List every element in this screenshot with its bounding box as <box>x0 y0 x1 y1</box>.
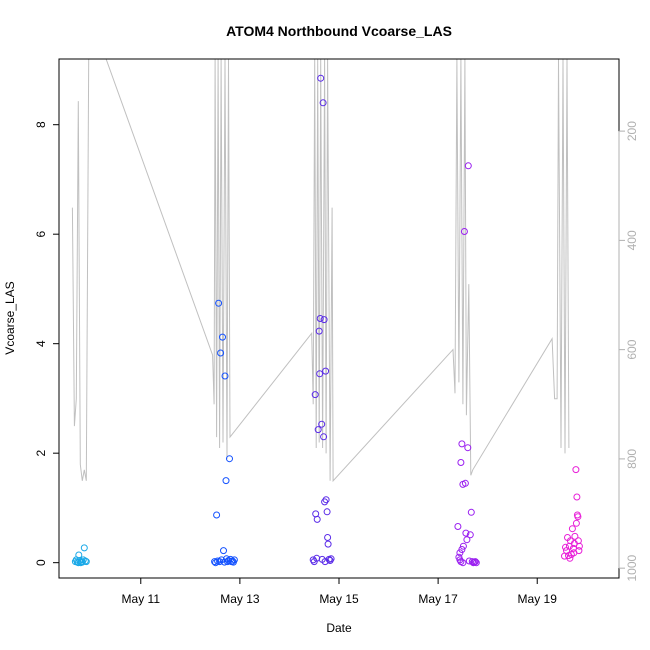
data-point <box>230 556 238 564</box>
data-point <box>323 508 331 516</box>
y2-tick-label: 200 <box>625 121 639 141</box>
x-tick-label: May 15 <box>319 592 359 606</box>
plot-area <box>71 59 583 567</box>
data-point <box>324 540 332 548</box>
data-point <box>464 444 472 452</box>
data-point <box>316 315 324 322</box>
y2-tick-label: 800 <box>625 449 639 469</box>
data-point <box>472 559 480 567</box>
data-point <box>311 391 319 399</box>
data-point <box>458 546 466 553</box>
data-point <box>460 228 468 235</box>
data-point <box>322 367 330 375</box>
data-point <box>322 496 330 504</box>
data-point <box>457 459 465 466</box>
x-tick-label: May 13 <box>220 592 260 606</box>
y-tick-label: 6 <box>34 231 48 238</box>
data-point <box>317 74 325 82</box>
data-point <box>573 493 581 501</box>
y-tick-label: 0 <box>34 559 48 566</box>
data-point <box>309 556 317 564</box>
data-point <box>466 531 474 539</box>
data-point <box>458 440 466 448</box>
data-point <box>211 558 219 566</box>
data-point <box>314 426 322 434</box>
data-point <box>318 420 326 428</box>
data-point <box>320 433 328 441</box>
data-point <box>221 372 229 380</box>
data-point <box>82 558 90 566</box>
data-point <box>319 99 327 107</box>
data-point <box>321 558 329 566</box>
data-point <box>215 299 223 307</box>
data-point <box>572 466 580 474</box>
y-tick-label: 8 <box>34 121 48 128</box>
data-point <box>213 511 221 519</box>
x-tick-label: May 19 <box>518 592 558 606</box>
data-point <box>575 542 583 550</box>
data-point <box>320 316 328 324</box>
data-point <box>568 525 576 533</box>
data-point <box>212 559 220 567</box>
data-point <box>459 559 467 567</box>
y-tick-label: 4 <box>34 340 48 347</box>
data-point <box>327 555 335 563</box>
y-axis-label: Vcoarse_LAS <box>3 281 17 354</box>
y2-tick-label: 400 <box>625 230 639 250</box>
plot-frame <box>58 58 620 579</box>
data-point <box>463 536 471 544</box>
data-point <box>315 327 323 335</box>
data-point <box>75 551 83 559</box>
data-point <box>461 479 469 487</box>
data-point <box>216 558 224 566</box>
data-point <box>471 558 479 566</box>
y2-tick-label: 1000 <box>625 554 639 581</box>
data-point <box>562 543 569 551</box>
y-tick-label: 2 <box>34 450 48 457</box>
data-point <box>316 370 324 378</box>
data-point <box>570 549 578 557</box>
data-point <box>574 513 582 521</box>
data-point <box>219 333 226 341</box>
y2-tick-label: 600 <box>625 339 639 359</box>
data-point <box>459 542 467 550</box>
data-point <box>566 554 574 562</box>
data-point <box>571 532 579 540</box>
data-point <box>464 162 472 170</box>
x-axis-label: Date <box>326 621 352 635</box>
data-point <box>454 523 462 530</box>
data-point <box>80 544 88 552</box>
data-point <box>222 477 230 485</box>
trace-line <box>71 59 570 483</box>
data-point <box>220 547 227 555</box>
data-point <box>313 515 321 523</box>
data-point <box>572 519 580 527</box>
x-tick-label: May 11 <box>122 592 161 606</box>
data-point <box>324 534 332 541</box>
data-point <box>217 349 225 357</box>
chart-title: ATOM4 Northbound Vcoarse_LAS <box>226 23 452 39</box>
x-tick-label: May 17 <box>418 592 458 606</box>
data-point <box>467 508 475 516</box>
data-point <box>226 455 233 463</box>
data-point <box>462 529 470 537</box>
data-point <box>326 557 334 564</box>
